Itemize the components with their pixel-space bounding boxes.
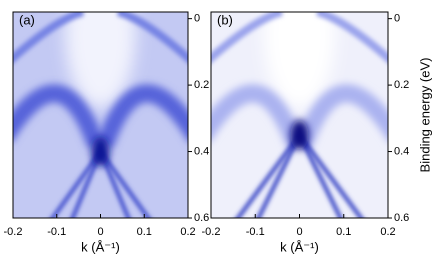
y-tick-label: 0.6 [394,212,409,224]
y-tick-label: 0 [394,13,400,25]
map-branch [235,133,302,218]
x-tick-label: 0 [97,226,103,238]
y-tick-label: 0 [194,13,200,25]
map-band [13,84,105,148]
panel-label: (b) [217,12,233,27]
map-arc [13,12,85,64]
x-tick-label: 0 [296,226,302,238]
map-light [264,12,335,108]
intensity-map [211,12,388,218]
x-axis-label: k (Å⁻¹) [280,239,319,254]
intensity-map [13,12,188,218]
map-arc [116,12,188,64]
x-tick-label: -0.2 [202,226,221,238]
x-tick-label: 0.1 [336,226,351,238]
map-arc [211,12,283,64]
x-axis-label: k (Å⁻¹) [81,239,120,254]
panel-label: (a) [19,12,35,27]
map-branch [256,134,302,218]
map-branch [297,133,364,218]
map-band [295,84,388,148]
y-tick-label: 0.6 [194,212,209,224]
x-tick-label: -0.2 [4,226,23,238]
map-branch [297,134,343,218]
x-tick-label: 0.1 [137,226,152,238]
x-tick-label: -0.1 [47,226,66,238]
map-spot [290,119,309,150]
map-light [65,12,136,108]
map-arc [316,12,388,64]
y-tick-label: 0.2 [194,79,209,91]
map-spot [91,136,110,167]
y-tick-label: 0.4 [394,145,409,157]
x-tick-label: 0.2 [380,226,395,238]
y-axis-label: Binding energy (eV) [417,58,432,173]
x-tick-label: -0.1 [246,226,265,238]
map-branch [98,150,151,218]
map-band [211,84,304,148]
y-tick-label: 0.2 [394,79,409,91]
y-tick-label: 0.4 [194,145,209,157]
map-branch [50,150,103,218]
map-band [96,84,188,148]
x-tick-label: 0.2 [180,226,195,238]
